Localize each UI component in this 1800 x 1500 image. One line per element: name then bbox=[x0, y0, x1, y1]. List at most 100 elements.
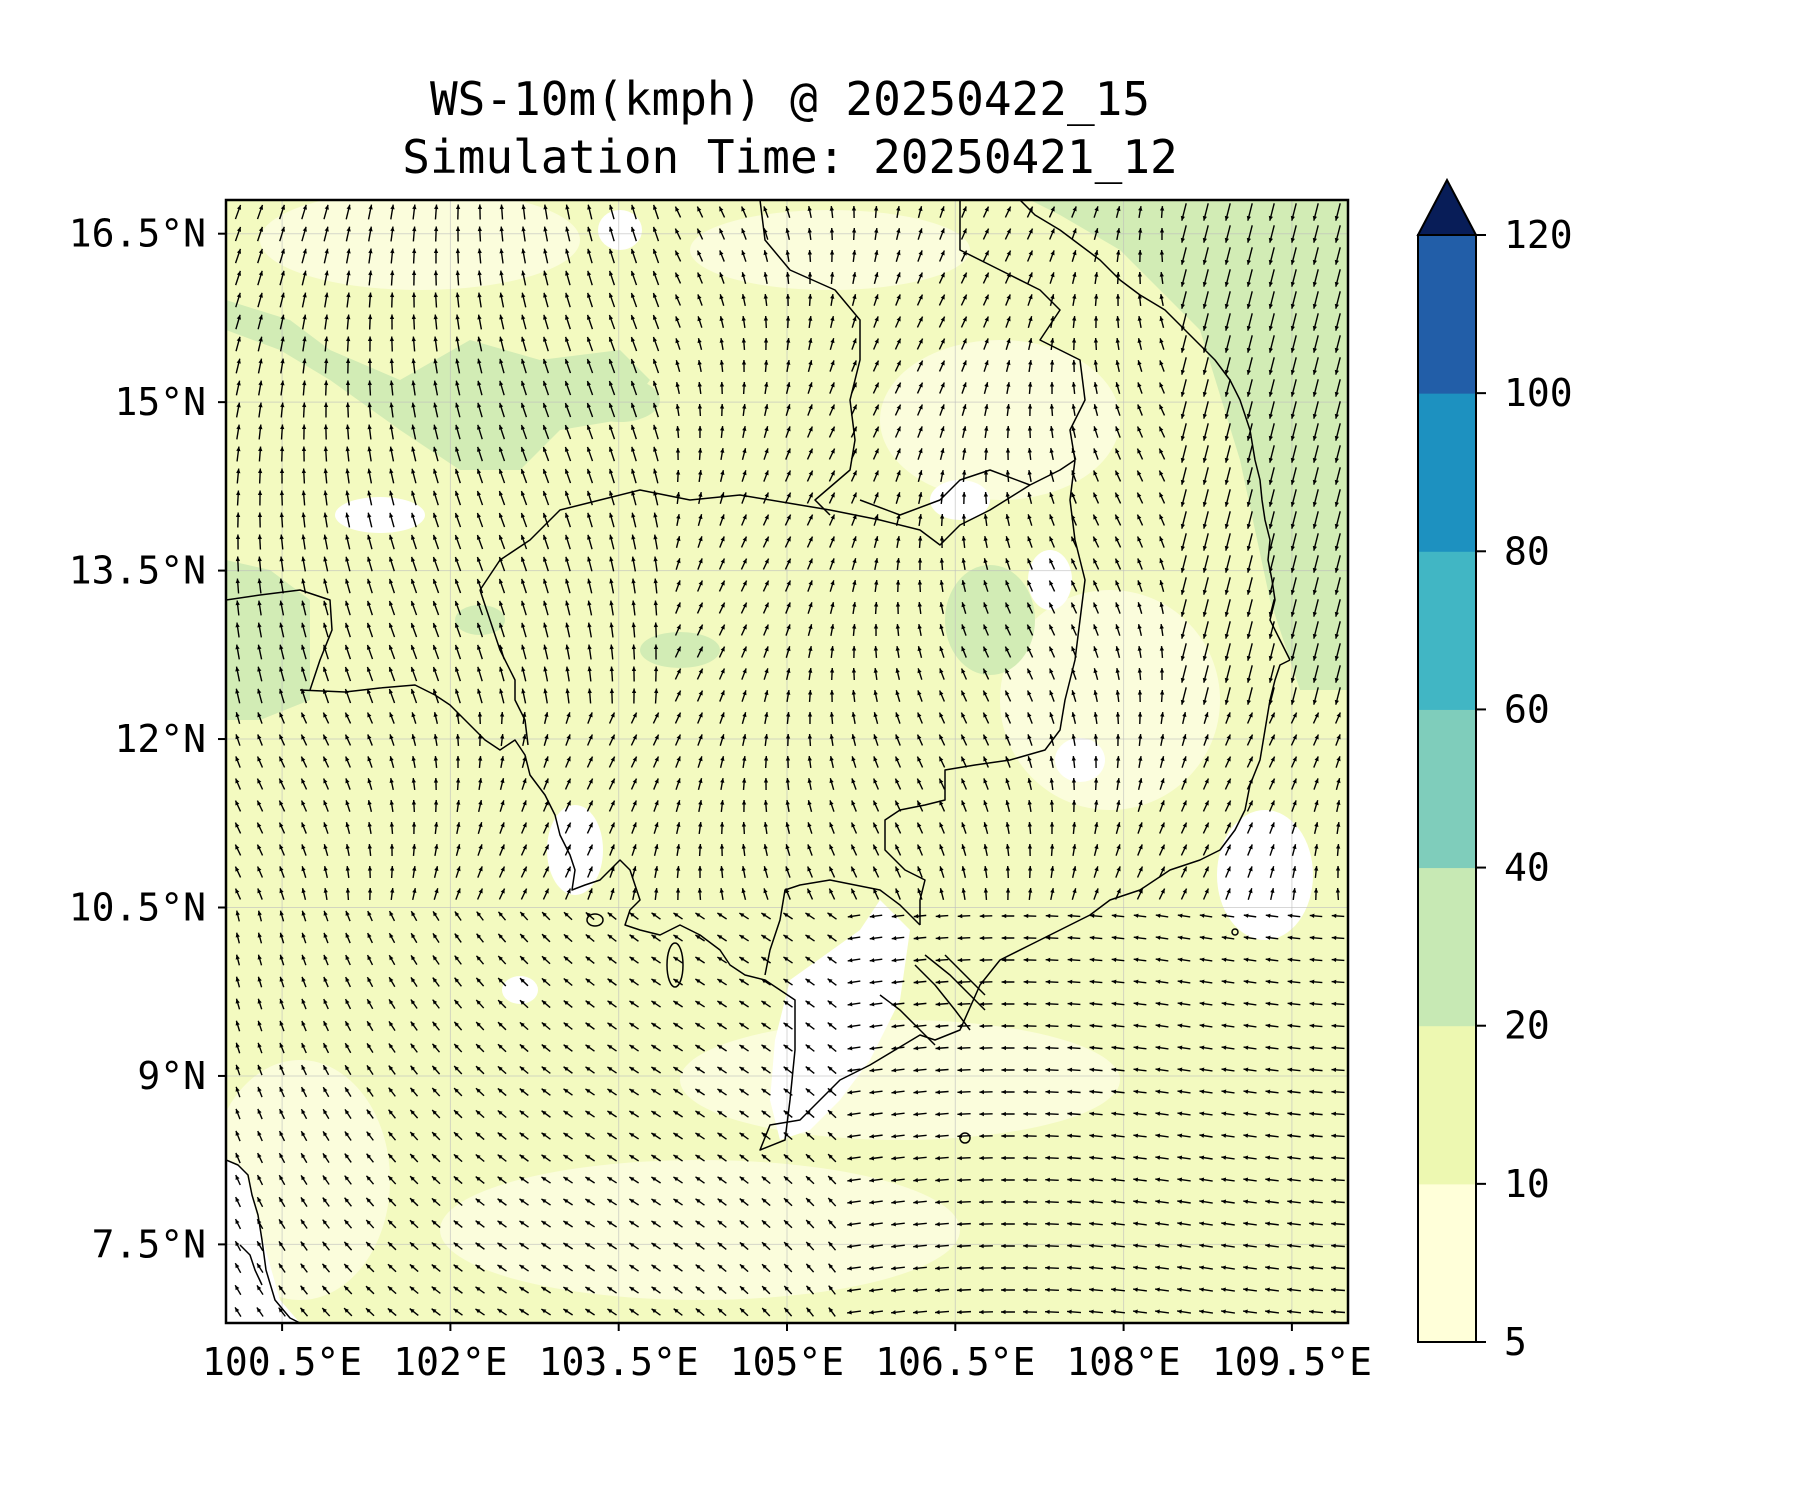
wind-arrow bbox=[366, 644, 374, 660]
wind-arrow bbox=[323, 204, 329, 220]
wind-arrow bbox=[279, 666, 285, 682]
wind-arrow bbox=[256, 226, 264, 242]
lon-tick-label: 108°E bbox=[1066, 1340, 1180, 1384]
wind-arrow bbox=[564, 512, 572, 528]
wind-arrow bbox=[1159, 536, 1165, 548]
wind-arrow bbox=[1268, 313, 1275, 331]
wind-arrow bbox=[1246, 335, 1253, 353]
wind-arrow bbox=[763, 337, 769, 351]
wind-arrow bbox=[345, 756, 351, 768]
wind-arrow bbox=[345, 446, 350, 462]
wind-arrow bbox=[851, 227, 857, 241]
wind-arrow bbox=[850, 492, 858, 504]
wind-arrow bbox=[521, 292, 527, 308]
wind-arrow bbox=[1115, 733, 1121, 747]
wind-arrow bbox=[1049, 250, 1055, 262]
wind-arrow bbox=[1180, 445, 1187, 463]
wind-arrow bbox=[1246, 269, 1253, 287]
wind-arrow bbox=[432, 556, 440, 572]
wind-arrow bbox=[1312, 621, 1319, 639]
wind-arrow bbox=[257, 622, 263, 638]
wind-arrow bbox=[454, 644, 462, 660]
wind-arrow bbox=[454, 556, 462, 572]
wind-arrow bbox=[1115, 646, 1121, 658]
wind-arrow bbox=[785, 271, 791, 285]
wind-arrow bbox=[411, 755, 416, 769]
wind-arrow bbox=[1246, 401, 1253, 419]
wind-arrow bbox=[851, 316, 857, 328]
wind-arrow bbox=[236, 490, 241, 506]
wind-arrow bbox=[696, 646, 704, 658]
wind-arrow bbox=[1027, 272, 1033, 284]
calm-zone bbox=[598, 210, 642, 250]
wind-arrow bbox=[1050, 337, 1055, 351]
wind-arrow bbox=[433, 468, 439, 484]
wind-arrow bbox=[279, 512, 284, 528]
wind-arrow bbox=[279, 270, 285, 286]
wind-arrow bbox=[1027, 469, 1032, 483]
wind-arrow bbox=[807, 205, 812, 219]
wind-arrow bbox=[587, 534, 593, 550]
wind-arrow bbox=[1268, 401, 1275, 419]
wind-arrow bbox=[257, 688, 263, 704]
wind-arrow bbox=[542, 380, 550, 396]
wind-arrow bbox=[917, 557, 923, 571]
wind-arrow bbox=[1049, 668, 1055, 680]
wind-arrow bbox=[895, 734, 901, 746]
wind-arrow bbox=[763, 359, 769, 373]
wind-arrow bbox=[1159, 205, 1165, 219]
wind-arrow bbox=[653, 600, 658, 616]
wind-arrow bbox=[983, 491, 989, 505]
wind-arrow bbox=[410, 622, 418, 638]
wind-arrow bbox=[938, 272, 946, 284]
wind-arrow bbox=[1180, 269, 1187, 287]
wind-arrow bbox=[1290, 712, 1298, 724]
wind-arrow bbox=[455, 755, 461, 769]
wind-arrow bbox=[520, 490, 528, 506]
wind-arrow bbox=[346, 336, 351, 352]
wind-arrow bbox=[257, 248, 263, 264]
wind-arrow bbox=[652, 204, 660, 220]
wind-arrow bbox=[279, 712, 285, 724]
wind-arrow bbox=[1159, 667, 1165, 681]
wind-arrow bbox=[1093, 426, 1099, 438]
wind-arrow bbox=[608, 446, 616, 462]
wind-arrow bbox=[608, 292, 616, 308]
wind-arrow bbox=[1115, 624, 1121, 636]
wind-arrow bbox=[1004, 250, 1012, 262]
wind-arrow bbox=[873, 536, 879, 548]
wind-arrow bbox=[1136, 448, 1144, 460]
wind-arrow bbox=[1312, 577, 1319, 595]
wind-arrow bbox=[675, 536, 681, 548]
border bbox=[226, 589, 333, 691]
wind-arrow bbox=[1093, 470, 1099, 482]
wind-arrow bbox=[609, 600, 614, 616]
wind-arrow bbox=[1071, 712, 1077, 724]
wind-arrow bbox=[896, 205, 901, 219]
map-title: WS-10m(kmph) @ 20250422_15 bbox=[429, 72, 1151, 126]
wind-arrow bbox=[1093, 668, 1099, 680]
wind-arrow bbox=[543, 712, 549, 724]
wind-arrow bbox=[543, 248, 549, 264]
wind-arrow bbox=[1049, 228, 1055, 240]
wind-arrow bbox=[301, 534, 306, 550]
wind-arrow bbox=[1246, 555, 1253, 573]
wind-arrow bbox=[389, 756, 395, 768]
wind-arrow bbox=[477, 336, 483, 352]
wind-arrow bbox=[1114, 514, 1122, 526]
wind-arrow bbox=[718, 602, 726, 614]
wind-arrow bbox=[1224, 269, 1231, 287]
wind-arrow bbox=[719, 492, 725, 504]
strong-wind-zone bbox=[1030, 200, 1348, 690]
wind-arrow bbox=[587, 512, 593, 528]
lon-tick-label: 109.5°E bbox=[1212, 1340, 1372, 1384]
wind-arrow bbox=[896, 557, 901, 571]
wind-arrow bbox=[828, 404, 836, 416]
wind-arrow bbox=[630, 248, 638, 264]
wind-arrow bbox=[763, 315, 769, 329]
wind-arrow bbox=[1290, 489, 1297, 507]
wind-arrow bbox=[1334, 313, 1341, 331]
wind-arrow bbox=[235, 666, 241, 682]
wind-arrow bbox=[1202, 335, 1209, 353]
wind-arrow bbox=[498, 512, 506, 528]
